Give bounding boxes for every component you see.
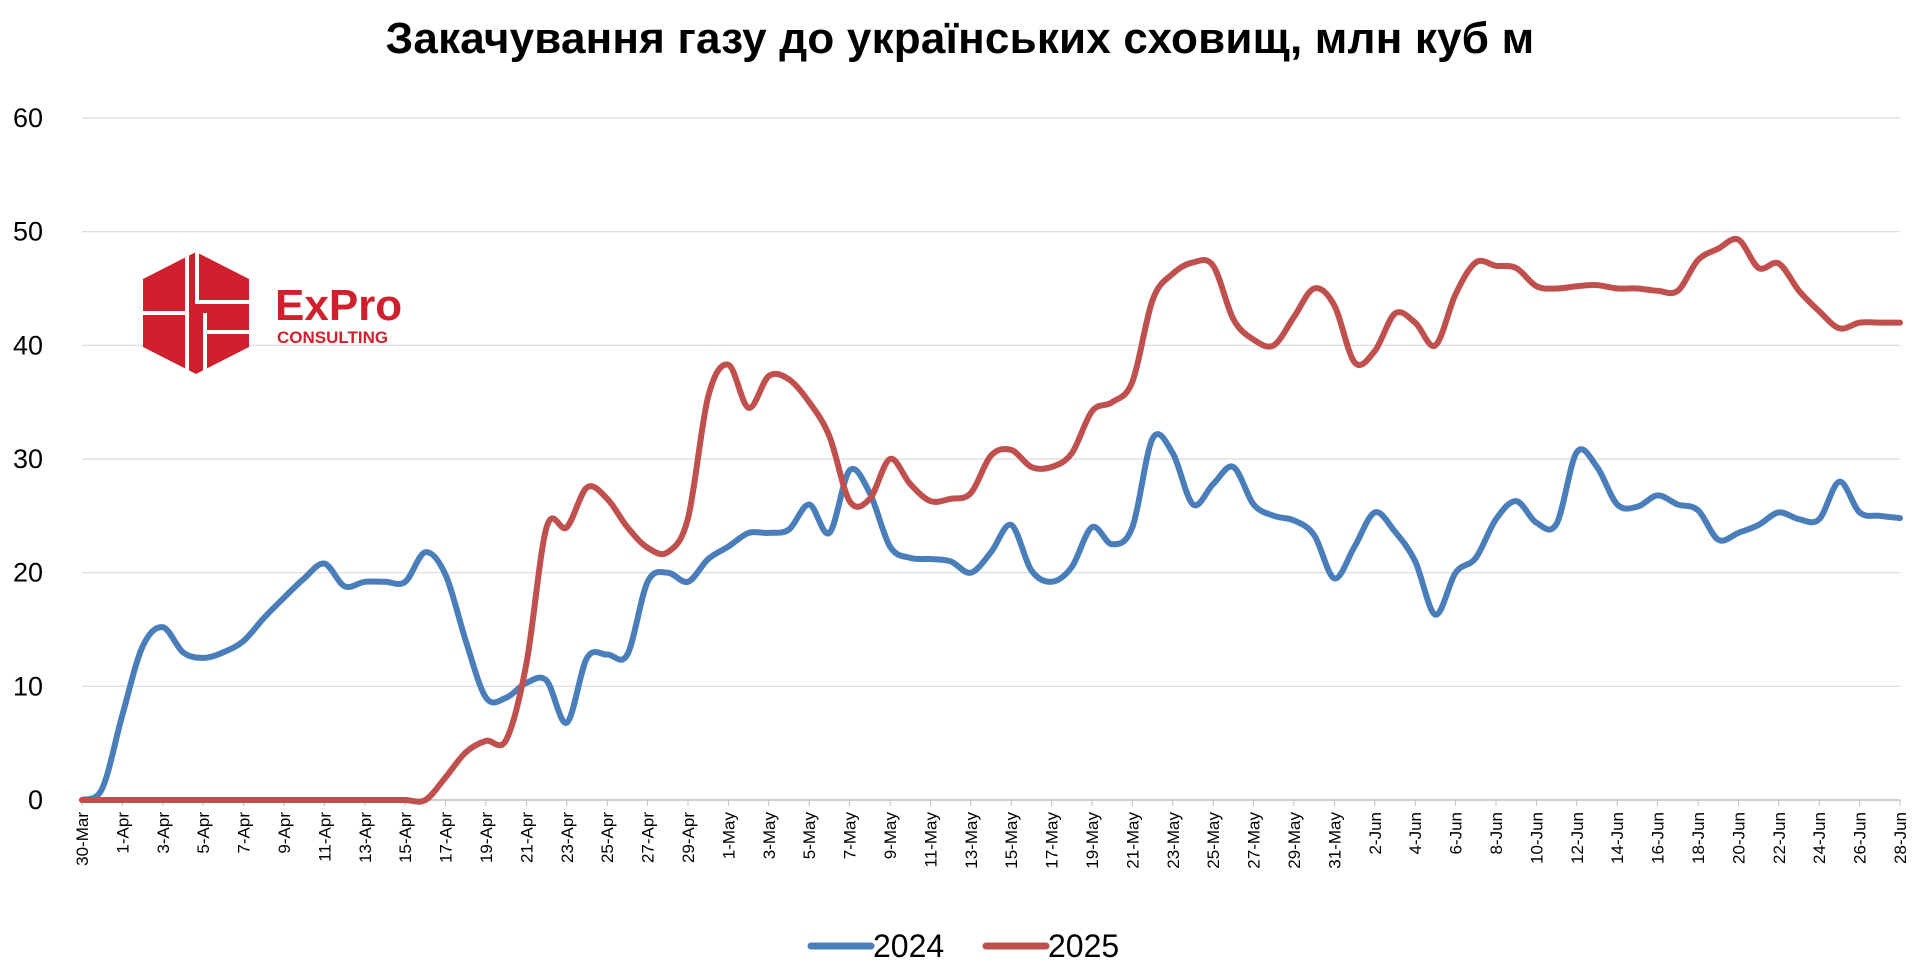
x-tick-label-30-Mar: 30-Mar (73, 812, 92, 866)
y-tick-label-20: 20 (13, 558, 43, 588)
y-tick-label-40: 40 (13, 330, 43, 360)
x-tick-label-2-Jun: 2-Jun (1366, 812, 1385, 855)
x-tick-label-17-May: 17-May (1043, 812, 1062, 869)
x-tick-label-6-Jun: 6-Jun (1447, 812, 1466, 855)
legend-label-2024: 2024 (873, 928, 944, 964)
x-tick-label-22-Jun: 22-Jun (1770, 812, 1789, 864)
x-tick-label-23-May: 23-May (1164, 812, 1183, 869)
x-tick-label-1-May: 1-May (719, 812, 738, 860)
x-tick-label-13-Apr: 13-Apr (356, 812, 375, 863)
x-tick-label-23-Apr: 23-Apr (558, 812, 577, 863)
x-tick-label-5-May: 5-May (800, 812, 819, 860)
x-tick-label-7-Apr: 7-Apr (235, 812, 254, 854)
y-tick-label-0: 0 (28, 785, 43, 815)
x-tick-label-17-Apr: 17-Apr (437, 812, 456, 863)
x-tick-label-3-Apr: 3-Apr (154, 812, 173, 854)
x-tick-label-29-Apr: 29-Apr (679, 812, 698, 863)
x-tick-label-12-Jun: 12-Jun (1568, 812, 1587, 864)
x-tick-label-15-Apr: 15-Apr (396, 812, 415, 863)
legend-label-2025: 2025 (1048, 928, 1119, 964)
series-lines (79, 235, 1903, 805)
series-line-2025 (79, 235, 1903, 805)
logo-wordmark: ExPro (275, 281, 402, 330)
x-tick-label-25-May: 25-May (1204, 812, 1223, 869)
x-tick-label-4-Jun: 4-Jun (1406, 812, 1425, 855)
x-tick-label-15-May: 15-May (1002, 812, 1021, 869)
y-tick-label-10: 10 (13, 671, 43, 701)
expro-logo: ExPro CONSULTING (143, 252, 402, 374)
x-tick-label-9-Apr: 9-Apr (275, 812, 294, 854)
x-tick-label-14-Jun: 14-Jun (1608, 812, 1627, 864)
x-tick-label-24-Jun: 24-Jun (1810, 812, 1829, 864)
x-tick-label-1-Apr: 1-Apr (113, 812, 132, 854)
x-tick-label-25-Apr: 25-Apr (598, 812, 617, 863)
x-tick-label-11-May: 11-May (921, 812, 940, 868)
series-line-2024 (79, 431, 1903, 803)
y-tick-label-50: 50 (13, 217, 43, 247)
logo-subtitle: CONSULTING (277, 328, 388, 347)
x-tick-label-31-May: 31-May (1325, 812, 1344, 869)
x-tick-label-10-Jun: 10-Jun (1527, 812, 1546, 864)
x-tick-label-19-Apr: 19-Apr (477, 812, 496, 863)
x-tick-label-27-May: 27-May (1245, 812, 1264, 869)
x-tick-label-29-May: 29-May (1285, 812, 1304, 869)
x-tick-label-3-May: 3-May (760, 812, 779, 860)
y-tick-label-30: 30 (13, 444, 43, 474)
x-tick-label-8-Jun: 8-Jun (1487, 812, 1506, 855)
y-axis-tick-labels: 0 10 20 30 40 50 60 (13, 103, 43, 815)
x-tick-label-27-Apr: 27-Apr (639, 812, 658, 863)
x-tick-label-20-Jun: 20-Jun (1729, 812, 1748, 864)
x-tick-label-13-May: 13-May (962, 812, 981, 869)
x-tick-label-21-Apr: 21-Apr (517, 812, 536, 863)
x-tick-label-5-Apr: 5-Apr (194, 812, 213, 854)
x-axis-tick-labels: 30-Mar 1-Apr 3-Apr 5-Apr 7-Apr 9-Apr 11-Apr 13-… (73, 812, 1910, 869)
x-tick-label-28-Jun: 28-Jun (1891, 812, 1910, 864)
x-tick-label-19-May: 19-May (1083, 812, 1102, 869)
x-tick-label-18-Jun: 18-Jun (1689, 812, 1708, 864)
y-tick-label-60: 60 (13, 103, 43, 133)
x-tick-label-26-Jun: 26-Jun (1851, 812, 1870, 864)
logo-hexagon-icon (143, 252, 249, 374)
chart-title: Закачування газу до українських сховищ, … (385, 14, 1535, 63)
x-tick-label-21-May: 21-May (1123, 812, 1142, 869)
x-tick-label-16-Jun: 16-Jun (1649, 812, 1668, 864)
x-tick-label-11-Apr: 11-Apr (315, 812, 334, 862)
legend: 2024 2025 (807, 928, 1119, 964)
x-tick-label-9-May: 9-May (881, 812, 900, 860)
x-tick-label-7-May: 7-May (841, 812, 860, 860)
